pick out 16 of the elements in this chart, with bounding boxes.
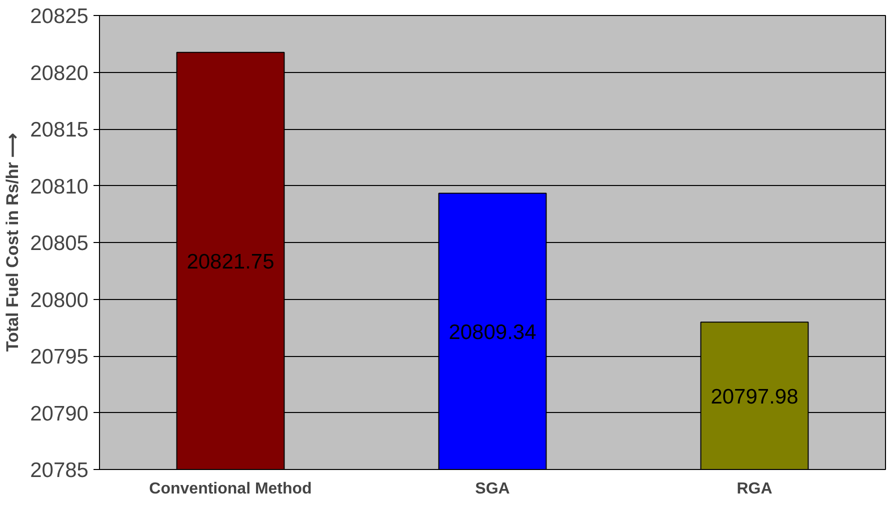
y-tick-label: 20790 xyxy=(30,402,89,426)
data-label: 20821.75 xyxy=(186,250,274,274)
y-tick-label: 20785 xyxy=(30,459,89,482)
y-tick-label: 20805 xyxy=(30,232,89,255)
y-tick-label: 20800 xyxy=(30,288,89,312)
x-tick-label: SGA xyxy=(475,480,510,498)
y-axis-title: Total Fuel Cost in Rs/hr ⟶ xyxy=(3,133,22,352)
data-label: 20809.34 xyxy=(448,320,537,344)
y-tick-label: 20815 xyxy=(30,118,89,142)
y-tick-label: 20810 xyxy=(30,175,89,198)
y-tick-label: 20795 xyxy=(30,346,89,368)
y-tick-label: 20820 xyxy=(30,62,89,85)
y-tick-label: 20825 xyxy=(30,5,89,28)
x-tick-label: RGA xyxy=(736,480,773,498)
x-tick-label: Conventional Method xyxy=(149,480,312,498)
data-label: 20797.98 xyxy=(710,385,798,408)
